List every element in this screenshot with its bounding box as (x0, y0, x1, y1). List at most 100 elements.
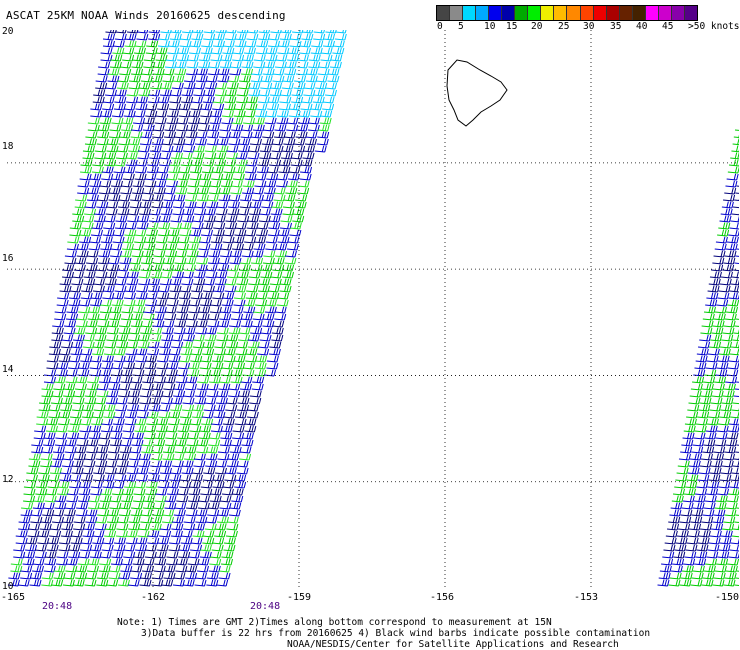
wind-barb (79, 418, 92, 426)
wind-barb (247, 152, 260, 160)
wind-barb (726, 173, 739, 181)
wind-barb (720, 467, 733, 475)
wind-barb (72, 579, 85, 587)
wind-barb (145, 481, 158, 489)
wind-barb (253, 243, 266, 251)
note-line-1: Note: 1) Times are GMT 2)Times along bot… (117, 617, 552, 628)
wind-barb (173, 138, 186, 146)
wind-barb (104, 152, 117, 160)
wind-barb (684, 418, 697, 426)
wind-barb (727, 425, 739, 433)
wind-barb (191, 411, 204, 419)
wind-barb (42, 509, 55, 517)
wind-barb (267, 229, 280, 237)
wind-barb (123, 103, 136, 111)
wind-barb (68, 299, 81, 307)
wind-barb (118, 327, 131, 335)
wind-barb (142, 495, 155, 503)
wind-barb (58, 544, 71, 552)
wind-barb (161, 390, 174, 398)
wind-barb (198, 243, 211, 251)
wind-barb (68, 544, 81, 552)
wind-barb (146, 222, 159, 230)
wind-barb (255, 299, 268, 307)
wind-barb (233, 110, 246, 118)
wind-barb (163, 376, 176, 384)
wind-barb (126, 30, 139, 34)
wind-barb (715, 236, 728, 244)
wind-barb (214, 530, 227, 538)
wind-barb (663, 544, 676, 552)
wind-barb (223, 159, 236, 167)
wind-barb (728, 551, 739, 559)
wind-barb (724, 446, 737, 454)
wind-barb (683, 488, 696, 496)
wind-barb (58, 355, 71, 363)
wind-barb (100, 236, 113, 244)
wind-barb (94, 334, 107, 342)
wind-barb (179, 222, 192, 230)
wind-barb (141, 439, 154, 447)
wind-barb (159, 341, 172, 349)
wind-barb (92, 341, 105, 349)
wind-barb (101, 362, 114, 370)
wind-barb (197, 558, 210, 566)
wind-barb (712, 579, 725, 587)
wind-barb (214, 460, 228, 468)
wind-barb (286, 124, 299, 132)
wind-barb (130, 124, 144, 132)
wind-barb (135, 292, 148, 300)
wind-barb (40, 516, 53, 524)
wind-barb (114, 467, 127, 475)
wind-barb (222, 236, 235, 244)
wind-barb (284, 68, 297, 76)
wind-barb (108, 187, 121, 195)
island-outline (446, 59, 508, 127)
wind-barb (122, 362, 136, 370)
swath-time-left: 20:48 (42, 601, 73, 612)
wind-barb (700, 390, 713, 398)
wind-barb (183, 138, 196, 146)
wind-barb (282, 208, 295, 216)
wind-barb (203, 33, 216, 41)
wind-barb (126, 271, 139, 279)
wind-barb (173, 572, 186, 580)
wind-barb (113, 544, 126, 552)
wind-barb (272, 68, 285, 76)
colorbar-tick-label: 35 (610, 21, 622, 32)
wind-barb (191, 33, 204, 41)
wind-barb (78, 306, 91, 314)
wind-barb (713, 250, 726, 258)
wind-barb (225, 30, 237, 34)
wind-barb (57, 481, 70, 489)
wind-barb (261, 138, 274, 146)
wind-barb (242, 362, 255, 370)
wind-barb (238, 264, 251, 272)
wind-barb (702, 313, 715, 321)
wind-barb (232, 236, 245, 244)
chart-title: ASCAT 25KM NOAA Winds 20160625 descendin… (6, 9, 286, 22)
wind-barb (200, 299, 213, 307)
wind-barb (169, 222, 183, 230)
wind-barb (257, 348, 270, 356)
wind-barb (94, 152, 107, 160)
wind-barb (129, 383, 142, 391)
wind-barb (303, 82, 316, 90)
wind-barb (253, 236, 266, 244)
wind-barb (21, 502, 34, 510)
wind-barb (66, 495, 79, 503)
wind-barb (709, 530, 722, 538)
wind-barb (125, 348, 138, 356)
wind-barb (285, 187, 298, 195)
wind-barb (291, 89, 304, 97)
wind-barb (186, 54, 199, 62)
wind-barb (262, 131, 275, 139)
wind-barb (48, 348, 61, 356)
wind-barb (41, 572, 54, 580)
wind-barb (245, 159, 258, 167)
wind-barb (106, 516, 119, 524)
wind-barb (681, 565, 694, 573)
wind-barb (151, 446, 164, 454)
wind-barb (87, 558, 100, 566)
wind-barb (725, 376, 738, 384)
